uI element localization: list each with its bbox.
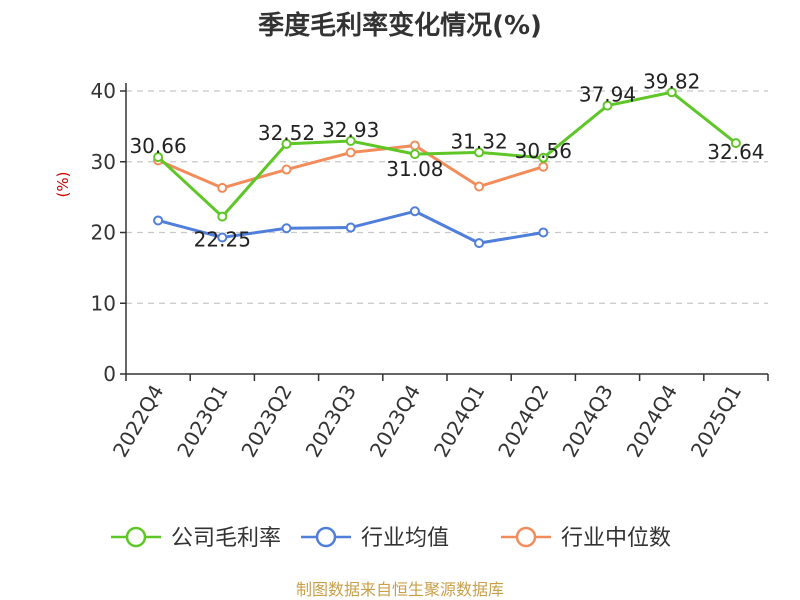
data-point bbox=[409, 149, 420, 160]
data-point bbox=[153, 152, 164, 163]
x-tick-label: 2023Q4 bbox=[365, 381, 425, 462]
data-point bbox=[217, 211, 228, 222]
legend: 公司毛利率 行业均值 行业中位数 bbox=[111, 526, 671, 551]
data-label: 37.94 bbox=[579, 83, 636, 107]
data-point bbox=[217, 182, 228, 193]
y-tick-label: 30 bbox=[91, 150, 116, 174]
x-tick-label: 2024Q3 bbox=[557, 381, 617, 462]
source-note: 制图数据来自恒生聚源数据库 bbox=[296, 580, 504, 599]
x-tick-label: 2024Q1 bbox=[429, 380, 489, 461]
series-layer bbox=[153, 87, 741, 249]
x-tick-label: 2024Q4 bbox=[622, 381, 682, 462]
y-tick-label: 40 bbox=[91, 79, 116, 103]
data-label: 31.32 bbox=[450, 129, 507, 153]
data-label: 22.25 bbox=[194, 228, 251, 252]
legend-item: 行业均值 bbox=[301, 526, 449, 551]
grid bbox=[126, 90, 768, 304]
data-point bbox=[730, 138, 741, 149]
data-point bbox=[538, 227, 549, 238]
data-label: 32.52 bbox=[258, 121, 315, 145]
x-axis: 2022Q4 2023Q1 2023Q2 2023Q3 2023Q4 2024Q1 2024… bbox=[108, 373, 769, 462]
data-label: 30.66 bbox=[129, 134, 186, 158]
data-label: 31.08 bbox=[386, 157, 443, 181]
y-tick-label: 0 bbox=[103, 362, 116, 386]
data-point bbox=[281, 138, 292, 149]
series-line bbox=[157, 90, 737, 219]
data-point bbox=[345, 147, 356, 158]
x-tick-label: 2023Q1 bbox=[172, 381, 232, 462]
legend-item: 公司毛利率 bbox=[111, 526, 281, 551]
data-label: 32.64 bbox=[707, 140, 764, 164]
data-point bbox=[345, 136, 356, 147]
data-label: 39.82 bbox=[643, 69, 700, 93]
data-point bbox=[409, 140, 420, 151]
data-point bbox=[474, 238, 485, 249]
data-point bbox=[666, 87, 677, 98]
legend-label: 公司毛利率 bbox=[171, 526, 281, 551]
legend-label: 行业中位数 bbox=[561, 526, 671, 551]
legend-marker bbox=[515, 526, 537, 548]
legend-label: 行业均值 bbox=[361, 526, 449, 551]
x-tick-label: 2022Q4 bbox=[108, 381, 168, 462]
data-point bbox=[602, 100, 613, 111]
data-point bbox=[345, 222, 356, 233]
legend-marker bbox=[315, 526, 337, 548]
data-label: 30.56 bbox=[515, 139, 572, 163]
data-labels: 30.66 22.25 32.52 32.93 31.08 31.32 30.56 37.94… bbox=[129, 69, 764, 251]
x-tick-label: 2023Q2 bbox=[236, 381, 296, 462]
legend-item: 行业中位数 bbox=[501, 526, 671, 551]
data-point bbox=[409, 206, 420, 217]
y-tick-label: 10 bbox=[91, 291, 116, 315]
data-point bbox=[538, 161, 549, 172]
y-axis-label: (%) bbox=[54, 172, 72, 198]
y-tick-label: 20 bbox=[91, 221, 116, 245]
data-point bbox=[153, 215, 164, 226]
data-point bbox=[281, 223, 292, 234]
x-tick-label: 2024Q2 bbox=[493, 381, 553, 462]
data-point bbox=[538, 152, 549, 163]
legend-marker bbox=[125, 526, 147, 548]
data-point bbox=[217, 232, 228, 243]
data-point bbox=[474, 147, 485, 158]
data-point bbox=[281, 164, 292, 175]
x-tick-label: 2025Q1 bbox=[686, 381, 746, 462]
data-label: 32.93 bbox=[322, 118, 379, 142]
chart-title: 季度毛利率变化情况(%) bbox=[258, 10, 542, 41]
x-tick-label: 2023Q3 bbox=[301, 381, 361, 462]
y-axis: 0 10 20 30 40 bbox=[91, 79, 127, 386]
data-point bbox=[474, 181, 485, 192]
